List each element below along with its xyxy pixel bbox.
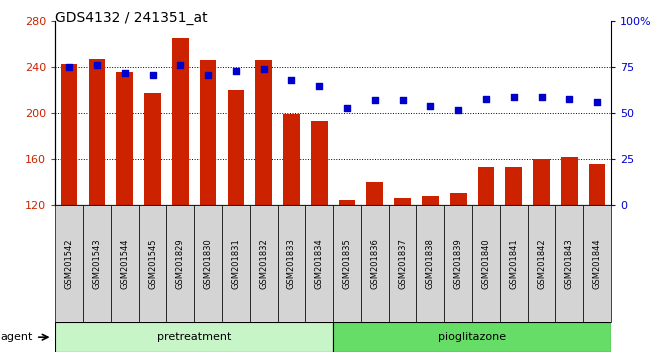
FancyBboxPatch shape bbox=[500, 205, 528, 322]
Bar bbox=[395, 199, 411, 205]
FancyBboxPatch shape bbox=[250, 205, 278, 322]
FancyBboxPatch shape bbox=[389, 205, 417, 322]
Bar bbox=[116, 72, 133, 205]
FancyBboxPatch shape bbox=[55, 322, 333, 352]
Text: GSM201544: GSM201544 bbox=[120, 239, 129, 289]
FancyBboxPatch shape bbox=[111, 205, 138, 322]
Text: GSM201543: GSM201543 bbox=[92, 238, 101, 289]
Text: pretreatment: pretreatment bbox=[157, 332, 231, 342]
Point bbox=[148, 72, 158, 78]
Point bbox=[453, 107, 463, 113]
Bar bbox=[533, 159, 550, 205]
Point bbox=[231, 68, 241, 74]
Bar bbox=[283, 114, 300, 205]
Text: pioglitazone: pioglitazone bbox=[438, 332, 506, 342]
Text: GSM201829: GSM201829 bbox=[176, 238, 185, 289]
Point bbox=[342, 105, 352, 110]
Bar bbox=[339, 200, 356, 205]
FancyBboxPatch shape bbox=[55, 205, 83, 322]
Text: agent: agent bbox=[0, 332, 32, 342]
Text: GSM201844: GSM201844 bbox=[593, 238, 602, 289]
Point bbox=[286, 77, 296, 83]
Bar bbox=[61, 64, 77, 205]
Text: GSM201545: GSM201545 bbox=[148, 239, 157, 289]
Bar bbox=[172, 39, 188, 205]
FancyBboxPatch shape bbox=[472, 205, 500, 322]
Text: GSM201834: GSM201834 bbox=[315, 238, 324, 289]
FancyBboxPatch shape bbox=[333, 205, 361, 322]
Text: GSM201835: GSM201835 bbox=[343, 238, 352, 289]
FancyBboxPatch shape bbox=[83, 205, 111, 322]
Point bbox=[203, 72, 213, 78]
Point bbox=[370, 98, 380, 103]
FancyBboxPatch shape bbox=[583, 205, 611, 322]
Bar bbox=[255, 61, 272, 205]
Point bbox=[536, 94, 547, 99]
FancyBboxPatch shape bbox=[555, 205, 583, 322]
Bar bbox=[144, 93, 161, 205]
Bar bbox=[311, 121, 328, 205]
Point bbox=[259, 66, 269, 72]
Text: GSM201836: GSM201836 bbox=[370, 238, 380, 289]
Bar bbox=[227, 90, 244, 205]
Bar bbox=[200, 61, 216, 205]
Point bbox=[175, 63, 185, 68]
FancyBboxPatch shape bbox=[194, 205, 222, 322]
Bar bbox=[422, 196, 439, 205]
Point bbox=[64, 64, 74, 70]
FancyBboxPatch shape bbox=[222, 205, 250, 322]
Text: GSM201833: GSM201833 bbox=[287, 238, 296, 289]
FancyBboxPatch shape bbox=[361, 205, 389, 322]
Point bbox=[314, 83, 324, 88]
FancyBboxPatch shape bbox=[166, 205, 194, 322]
Text: GSM201841: GSM201841 bbox=[509, 238, 518, 289]
FancyBboxPatch shape bbox=[528, 205, 555, 322]
Text: GSM201840: GSM201840 bbox=[482, 238, 491, 289]
Bar bbox=[450, 193, 467, 205]
Text: GDS4132 / 241351_at: GDS4132 / 241351_at bbox=[55, 11, 208, 25]
Bar bbox=[478, 167, 494, 205]
Text: GSM201830: GSM201830 bbox=[203, 238, 213, 289]
Point bbox=[508, 94, 519, 99]
FancyBboxPatch shape bbox=[138, 205, 166, 322]
FancyBboxPatch shape bbox=[278, 205, 306, 322]
Text: GSM201831: GSM201831 bbox=[231, 238, 240, 289]
Point bbox=[481, 96, 491, 101]
Point bbox=[425, 103, 436, 109]
Bar bbox=[367, 182, 383, 205]
Text: GSM201838: GSM201838 bbox=[426, 238, 435, 289]
Text: GSM201832: GSM201832 bbox=[259, 238, 268, 289]
Text: GSM201842: GSM201842 bbox=[537, 238, 546, 289]
Text: GSM201839: GSM201839 bbox=[454, 238, 463, 289]
FancyBboxPatch shape bbox=[333, 322, 611, 352]
Bar bbox=[561, 157, 578, 205]
Point bbox=[564, 96, 575, 101]
Bar bbox=[88, 59, 105, 205]
Point bbox=[397, 98, 408, 103]
Point bbox=[92, 63, 102, 68]
Text: GSM201843: GSM201843 bbox=[565, 238, 574, 289]
Text: GSM201837: GSM201837 bbox=[398, 238, 407, 289]
Text: GSM201542: GSM201542 bbox=[64, 239, 73, 289]
Point bbox=[120, 70, 130, 76]
FancyBboxPatch shape bbox=[306, 205, 333, 322]
FancyBboxPatch shape bbox=[445, 205, 472, 322]
FancyBboxPatch shape bbox=[417, 205, 445, 322]
Point bbox=[592, 99, 603, 105]
Bar bbox=[506, 167, 522, 205]
Bar bbox=[589, 164, 605, 205]
